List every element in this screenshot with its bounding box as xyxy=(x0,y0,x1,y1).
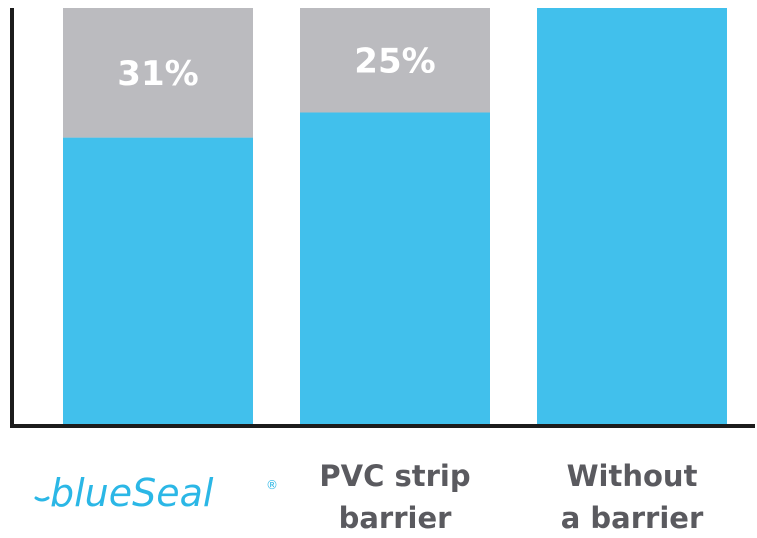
bar-primary-1 xyxy=(300,112,490,426)
value-label-1: 25% xyxy=(354,41,435,81)
category-label-2: Without a barrier xyxy=(561,459,704,535)
category-label-0: blueSeal xyxy=(50,471,214,515)
bar-secondary-0 xyxy=(63,8,253,138)
bars-group xyxy=(63,8,727,426)
bar-secondary-1 xyxy=(300,8,490,113)
category-label-1: PVC strip barrier xyxy=(319,459,470,535)
value-labels-group: 31% 25% xyxy=(117,41,435,94)
blueseal-logo: blueSeal ® xyxy=(34,471,278,515)
logo-swoosh xyxy=(34,496,50,502)
category-labels-group: blueSeal ® PVC strip barrier Without a barrie… xyxy=(34,459,704,535)
bar-primary-2 xyxy=(537,8,727,426)
bar-primary-0 xyxy=(63,137,253,426)
logo-registered-mark: ® xyxy=(266,478,278,492)
value-label-0: 31% xyxy=(117,54,198,94)
